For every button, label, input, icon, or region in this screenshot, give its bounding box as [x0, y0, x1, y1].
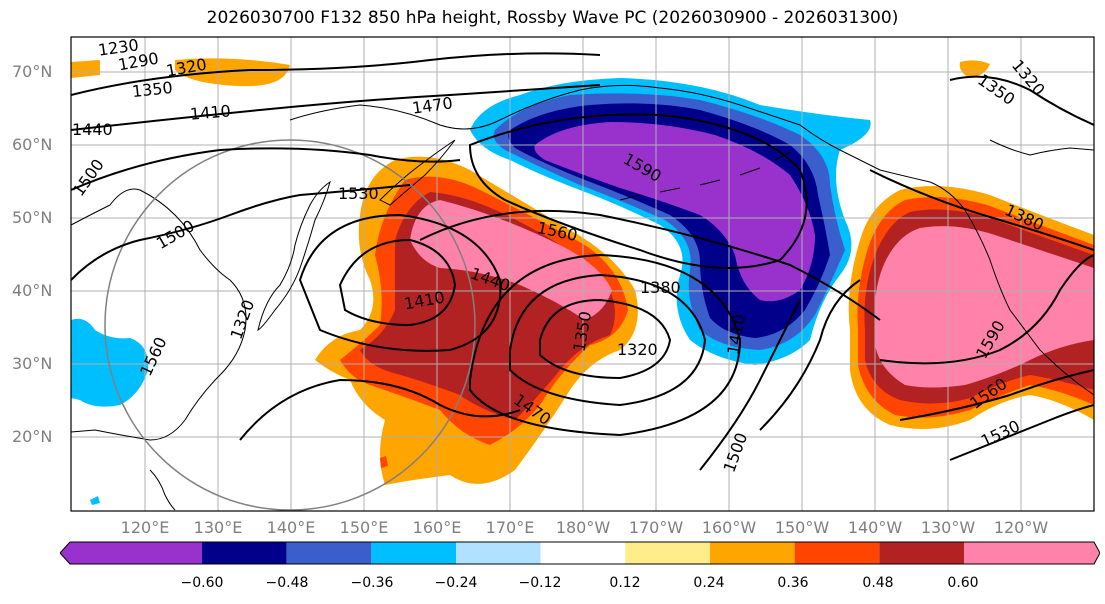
- alaska-coastline: [659, 87, 1094, 396]
- lat-label: 30°N: [12, 354, 53, 373]
- west-coast-detail: [989, 139, 1094, 156]
- contour-line: [239, 378, 521, 441]
- contour-line: [71, 84, 601, 131]
- positive-anomaly-region: [874, 226, 1094, 388]
- colorbar-tick: 0.36: [777, 575, 809, 591]
- lon-label: 160°E: [412, 518, 462, 537]
- colorbar-tick: −0.60: [180, 575, 224, 591]
- contour-line: [298, 213, 502, 352]
- contour-label: 1320: [617, 340, 658, 359]
- philippines-coastline: [149, 469, 176, 511]
- colorbar-tick: −0.48: [265, 575, 309, 591]
- lat-label: 60°N: [12, 135, 53, 154]
- lon-label: 180°W: [555, 518, 611, 537]
- colorbar-tick: −0.24: [434, 575, 478, 591]
- colorbar-swatch: [625, 542, 710, 564]
- coastlines: [71, 84, 1094, 511]
- lon-label: 120°E: [120, 518, 170, 537]
- reference-circle: [104, 139, 476, 511]
- colorbar-swatch: [964, 542, 1100, 564]
- contour-line: [509, 273, 707, 407]
- contour-label: 1410: [189, 101, 232, 124]
- kamchatka-coastline: [379, 139, 456, 206]
- map-title: 2026030700 F132 850 hPa height, Rossby W…: [206, 8, 899, 28]
- colorbar-tick: 0.48: [862, 575, 894, 591]
- colorbar-swatch: [794, 542, 880, 564]
- contour-line: [699, 299, 801, 471]
- colorbar-tick: 0.24: [693, 575, 725, 591]
- contour-line: [71, 147, 461, 191]
- colorbar-swatch: [456, 542, 541, 564]
- map-frame: [70, 36, 1095, 512]
- contour-line: [71, 184, 411, 281]
- colorbar-swatch: [60, 542, 202, 564]
- contour-line: [419, 209, 881, 321]
- positive-anomaly-region: [71, 60, 100, 78]
- asia-coastline: [71, 188, 247, 441]
- contour-line: [949, 404, 1094, 461]
- contour-line: [469, 253, 742, 437]
- contour-line: [759, 279, 861, 431]
- colorbar-swatch: [202, 542, 287, 564]
- colorbar-outline: [60, 541, 1100, 565]
- colorbar-tick: 0.12: [609, 575, 641, 591]
- positive-anomaly-region: [959, 60, 990, 78]
- contour-line: [71, 52, 601, 96]
- lon-label: 140°E: [266, 518, 316, 537]
- contour-line: [539, 298, 672, 380]
- lon-label: 130°E: [193, 518, 243, 537]
- positive-anomaly-region: [410, 200, 612, 320]
- lon-label: 160°W: [701, 518, 757, 537]
- colorbar-swatch: [879, 542, 964, 564]
- colorbar-swatch: [286, 542, 372, 564]
- negative-anomaly-region: [90, 496, 100, 505]
- lon-label: 150°W: [774, 518, 830, 537]
- lat-label: 40°N: [12, 281, 53, 300]
- colorbar-swatch: [540, 542, 626, 564]
- lat-label: 70°N: [12, 62, 53, 81]
- contour-label: 1380: [640, 278, 681, 297]
- contour-label: 1440: [72, 120, 113, 139]
- negative-anomaly-region: [534, 122, 815, 302]
- lon-label: 150°E: [339, 518, 389, 537]
- lat-label: 20°N: [12, 427, 53, 446]
- height-contours: [71, 52, 1094, 471]
- colorbar-tick: −0.36: [350, 575, 394, 591]
- contour-line: [879, 254, 1094, 365]
- contour-line: [869, 169, 1094, 251]
- siberia-coastline: [289, 84, 661, 130]
- lon-label: 140°W: [847, 518, 903, 537]
- lat-label: 50°N: [12, 208, 53, 227]
- contour-line: [338, 238, 457, 327]
- colorbar-tick: −0.12: [518, 575, 562, 591]
- lon-label: 130°W: [920, 518, 976, 537]
- japan-coastline: [257, 180, 331, 331]
- colorbar-swatches: [60, 541, 1100, 565]
- colorbar-swatch: [710, 542, 795, 564]
- positive-anomaly-region: [380, 456, 388, 468]
- lon-label: 120°W: [993, 518, 1049, 537]
- aleutian-islands: [619, 151, 791, 201]
- colorbar-swatch: [371, 542, 456, 564]
- colorbar-tick: 0.60: [947, 575, 979, 591]
- lon-label: 170°E: [485, 518, 535, 537]
- contour-line: [949, 75, 1094, 126]
- colorbar: [60, 541, 1100, 565]
- contour-line: [468, 113, 808, 269]
- lon-label: 170°W: [628, 518, 684, 537]
- contour-line: [899, 369, 1094, 421]
- contour-label: 1530: [338, 184, 379, 203]
